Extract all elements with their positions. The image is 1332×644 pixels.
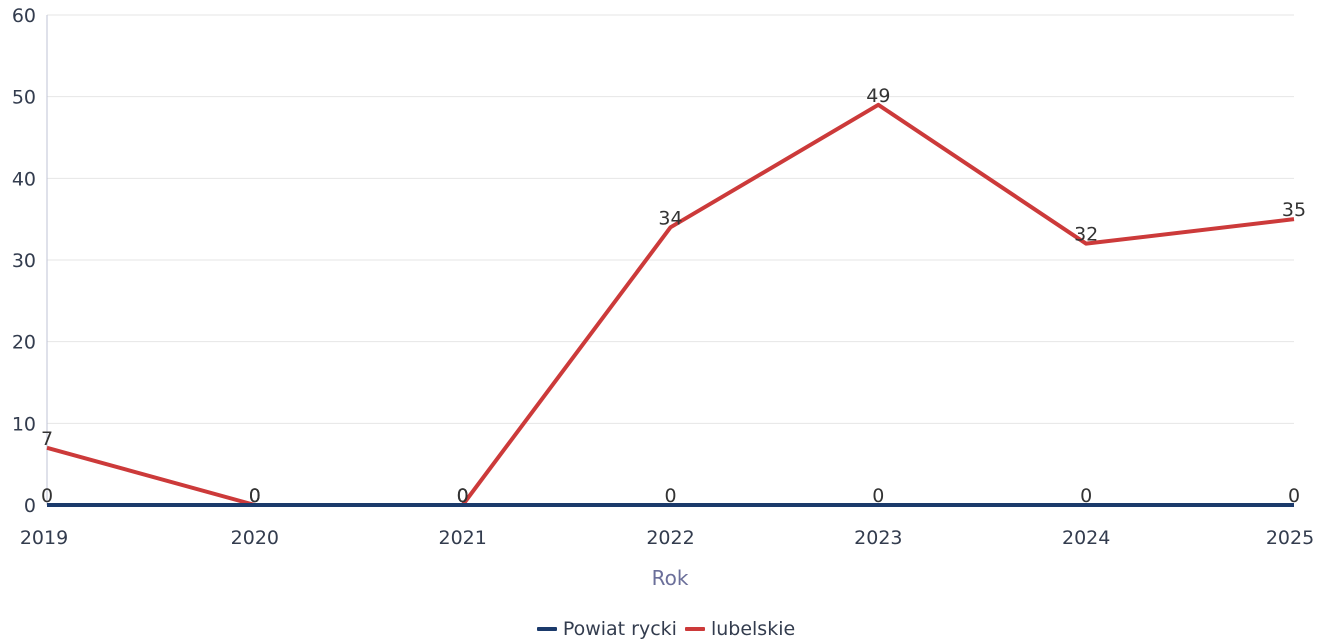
data-label-lubelskie-2021: 0 — [457, 485, 469, 507]
data-label-powiat-rycki-2019: 0 — [41, 485, 53, 507]
legend-label-lubelskie: lubelskie — [710, 618, 796, 640]
x-tick-label-2019: 2019 — [20, 527, 68, 549]
x-tick-label-2022: 2022 — [646, 527, 694, 549]
legend-label-powiat-rycki: Powiat rycki — [562, 618, 677, 640]
series-lines — [46, 102, 1295, 507]
x-tick-label-2025: 2025 — [1266, 527, 1314, 549]
legend-item-powiat-rycki[interactable]: Powiat rycki — [536, 618, 677, 640]
data-label-powiat-rycki-2021: 0 — [457, 485, 469, 507]
x-tick-label-2023: 2023 — [854, 527, 902, 549]
y-tick-label-50: 50 — [12, 87, 36, 109]
y-axis-ticks: 0 10 20 30 40 50 60 — [12, 5, 36, 517]
legend-swatch-lubelskie — [684, 627, 705, 631]
data-label-powiat-rycki-2022: 0 — [664, 485, 676, 507]
data-label-lubelskie-2019: 7 — [41, 428, 53, 450]
data-label-powiat-rycki-2023: 0 — [872, 485, 884, 507]
data-label-powiat-rycki-2025: 0 — [1288, 485, 1300, 507]
legend-item-lubelskie[interactable]: lubelskie — [684, 618, 796, 640]
x-tick-label-2024: 2024 — [1062, 527, 1110, 549]
x-axis-title: Rok — [652, 566, 689, 590]
legend-swatch-powiat-rycki — [536, 627, 557, 631]
data-label-powiat-rycki-2020: 0 — [249, 485, 261, 507]
x-tick-label-2021: 2021 — [438, 527, 486, 549]
data-label-lubelskie-2024: 32 — [1074, 224, 1098, 246]
data-label-powiat-rycki-2024: 0 — [1080, 485, 1092, 507]
y-tick-label-30: 30 — [12, 250, 36, 272]
y-tick-label-10: 10 — [12, 413, 36, 435]
legend: Powiat rycki lubelskie — [0, 618, 1332, 640]
data-label-lubelskie-2020: 0 — [249, 485, 261, 507]
y-tick-label-0: 0 — [24, 495, 36, 517]
y-tick-label-60: 60 — [12, 5, 36, 27]
data-label-lubelskie-2022: 34 — [658, 207, 682, 229]
x-axis-ticks: 2019 2020 2021 2022 2023 2024 2025 — [20, 527, 1314, 549]
y-tick-label-20: 20 — [12, 332, 36, 354]
y-tick-label-40: 40 — [12, 168, 36, 190]
grid-lines — [47, 14, 1294, 424]
data-label-lubelskie-2023: 49 — [866, 85, 890, 107]
x-tick-label-2020: 2020 — [231, 527, 279, 549]
series-line-lubelskie — [46, 102, 1295, 507]
data-label-lubelskie-2025: 35 — [1282, 199, 1306, 221]
